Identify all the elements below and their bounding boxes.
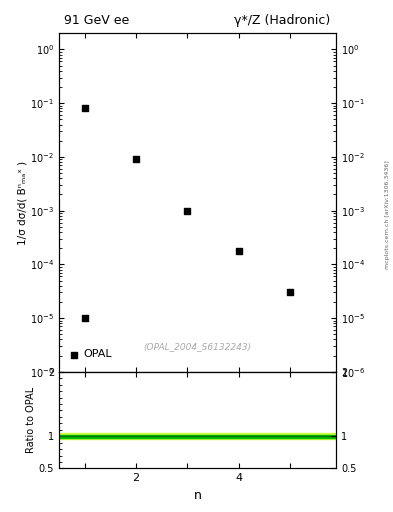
Point xyxy=(81,104,88,113)
Text: γ*/Z (Hadronic): γ*/Z (Hadronic) xyxy=(234,13,331,27)
X-axis label: n: n xyxy=(193,489,202,502)
Y-axis label: 1/σ dσ/d( Bⁿₘₐˣ ): 1/σ dσ/d( Bⁿₘₐˣ ) xyxy=(17,160,27,245)
Point xyxy=(184,206,190,215)
Text: 91 GeV ee: 91 GeV ee xyxy=(64,13,130,27)
Point xyxy=(287,288,293,296)
Text: mcplots.cern.ch [arXiv:1306.3436]: mcplots.cern.ch [arXiv:1306.3436] xyxy=(385,161,390,269)
Point xyxy=(235,246,242,254)
Point xyxy=(133,155,139,163)
Y-axis label: Ratio to OPAL: Ratio to OPAL xyxy=(26,387,36,453)
OPAL xyxy=(81,314,88,322)
Text: (OPAL_2004_S6132243): (OPAL_2004_S6132243) xyxy=(143,343,252,351)
Legend: OPAL: OPAL xyxy=(70,350,112,359)
